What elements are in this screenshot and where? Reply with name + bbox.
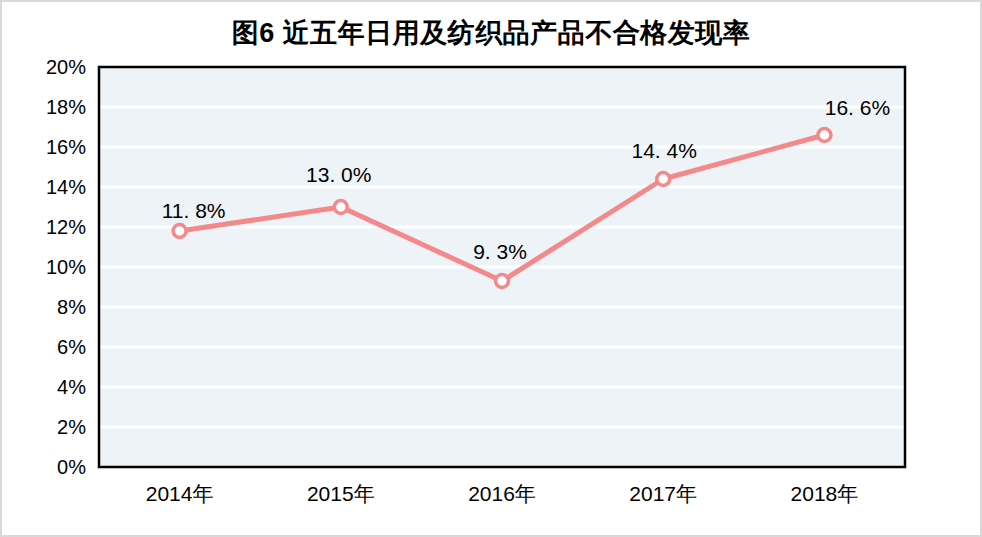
y-axis-tick-label: 12% [46,216,86,238]
data-point-marker [173,225,186,238]
data-point-marker [818,129,831,142]
x-axis-tick-label: 2016年 [468,482,536,505]
data-point-label: 9. 3% [473,240,527,263]
data-point-label: 13. 0% [306,163,371,186]
y-axis-tick-label: 20% [46,56,86,78]
x-axis-tick-label: 2014年 [146,482,214,505]
y-axis-tick-label: 18% [46,96,86,118]
y-axis-tick-label: 2% [57,416,86,438]
data-point-label: 16. 6% [825,96,890,119]
chart-canvas: 图6 近五年日用及纺织品产品不合格发现率 0%2%4%6%8%10%12%14%… [0,0,982,537]
x-axis-tick-label: 2018年 [791,482,859,505]
y-axis-tick-label: 0% [57,456,86,478]
y-axis-tick-label: 14% [46,176,86,198]
data-point-marker [657,173,670,186]
y-axis-tick-label: 8% [57,296,86,318]
data-point-label: 14. 4% [632,139,697,162]
data-point-marker [334,201,347,214]
y-axis-tick-label: 4% [57,376,86,398]
data-point-marker [496,275,509,288]
x-axis-tick-label: 2015年 [307,482,375,505]
y-axis-tick-label: 16% [46,136,86,158]
x-axis-tick-label: 2017年 [629,482,697,505]
data-point-label: 11. 8% [162,199,226,222]
line-chart: 0% 2% 4% 6% 8% 10% 12% 14% 16% 18% 20% 2014年 2015年 20… [2,2,982,537]
y-axis-tick-label: 6% [57,336,86,358]
y-axis-tick-label: 10% [46,256,86,278]
